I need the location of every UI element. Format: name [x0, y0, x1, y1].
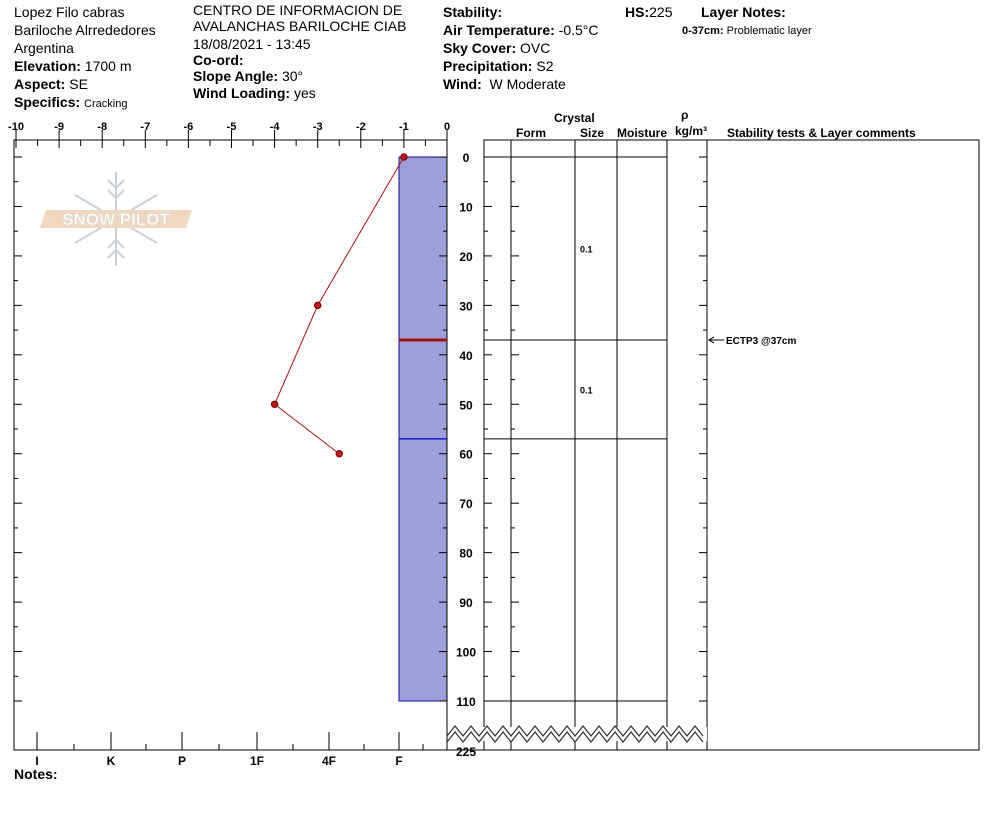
depth-label: 50 — [459, 398, 473, 412]
col-size: Size — [580, 126, 605, 140]
col-form: Form — [516, 126, 546, 140]
specifics-value: Cracking — [84, 98, 128, 110]
organization: CENTRO DE INFORMACION DE AVALANCHAS BARI… — [193, 2, 407, 34]
depth-label: 80 — [459, 547, 473, 561]
precip-label: Precipitation: — [443, 58, 533, 74]
sky-label: Sky Cover: — [443, 40, 517, 56]
sky-value: OVC — [520, 40, 551, 56]
layer-notes-label: Layer Notes: — [701, 4, 786, 20]
col-stability: Stability tests & Layer comments — [727, 126, 916, 140]
temp-tick-label: -1 — [399, 121, 409, 133]
precipitation: Precipitation: S2 — [443, 58, 553, 74]
specifics-label: Specifics: — [14, 94, 81, 110]
depth-break-zigzag — [446, 725, 704, 737]
temperature-point — [270, 400, 279, 408]
chart-frame — [13, 139, 448, 751]
aspect: Aspect: SE — [14, 76, 88, 92]
logo-text: SNOW PILOT — [62, 210, 170, 229]
country: Argentina — [14, 40, 74, 56]
depth-label: 40 — [459, 349, 473, 363]
specifics: Specifics: Cracking — [14, 94, 127, 112]
wind-value: W Moderate — [489, 76, 566, 92]
crystal-size: 0.1 — [580, 385, 593, 395]
temperature-point — [400, 153, 408, 161]
air-temperature: Air Temperature: -0.5°C — [443, 22, 599, 38]
col-rho: ρ — [681, 108, 689, 122]
depth-break-label: 225 — [456, 745, 476, 759]
temperature-point — [335, 450, 343, 458]
hs-label: HS: — [625, 4, 650, 20]
slope-value: 30° — [281, 68, 304, 84]
hardness-label: F — [395, 754, 402, 768]
hs-value: 225 — [649, 4, 673, 20]
temp-tick-label: -7 — [140, 121, 150, 133]
slope-angle: Slope Angle: 30° — [193, 68, 303, 84]
depth-label: 30 — [459, 299, 473, 313]
temp-tick-label: -10 — [8, 121, 24, 133]
hardness-label: I — [35, 754, 38, 768]
wind-loading-value: yes — [293, 85, 316, 101]
temperature-line — [273, 156, 405, 455]
datetime: 18/08/2021 - 13:45 — [193, 36, 311, 52]
depth-label: 110 — [456, 695, 476, 709]
precip-value: S2 — [536, 58, 554, 74]
snowpilot-logo: SNOW PILOT — [40, 172, 192, 266]
elevation: Elevation: 1700 m — [14, 58, 132, 74]
layer-note-text: Problematic layer — [726, 25, 812, 37]
location: Bariloche Alrrededores — [14, 22, 156, 38]
observer-name: Lopez Filo cabras — [14, 4, 125, 20]
hardness-label: K — [107, 754, 116, 768]
hardness-layer — [398, 438, 448, 702]
hs: HS:225 — [625, 4, 672, 20]
depth-label: 10 — [459, 200, 473, 214]
temp-tick-label: -9 — [54, 121, 64, 133]
sky-cover: Sky Cover: OVC — [443, 40, 550, 56]
arrow-icon — [708, 336, 715, 344]
col-moisture: Moisture — [617, 126, 668, 140]
wind-label: Wind: — [443, 76, 482, 92]
wind-loading-label: Wind Loading: — [193, 85, 291, 101]
depth-label: 20 — [459, 250, 473, 264]
temp-tick-label: 0 — [444, 121, 450, 133]
depth-label: 60 — [459, 448, 473, 462]
slope-label: Slope Angle: — [193, 68, 279, 84]
temp-tick-label: -6 — [184, 121, 194, 133]
stability-test-label: ECTP3 @37cm — [726, 336, 796, 347]
layer-table-frame — [483, 139, 980, 751]
crystal-size: 0.1 — [580, 244, 593, 254]
temperature-point — [314, 301, 322, 310]
aspect-label: Aspect: — [14, 76, 66, 92]
air-temp-label: Air Temperature: — [443, 22, 555, 38]
wind-loading: Wind Loading: yes — [193, 85, 316, 101]
temp-tick-label: -8 — [97, 121, 107, 133]
notes-label: Notes: — [14, 766, 58, 782]
col-density: kg/m³ — [675, 124, 708, 138]
temp-tick-label: -3 — [313, 121, 323, 133]
hardness-label: 4F — [322, 754, 336, 768]
elevation-value: 1700 m — [84, 58, 132, 74]
elevation-label: Elevation: — [14, 58, 81, 74]
depth-break-zigzag — [446, 731, 704, 743]
aspect-value: SE — [69, 76, 88, 92]
air-temp-value: -0.5°C — [558, 22, 599, 38]
col-crystal: Crystal — [554, 111, 595, 125]
wind: Wind: W Moderate — [443, 76, 566, 92]
temp-tick-label: -4 — [270, 121, 281, 133]
temp-tick-label: -2 — [356, 121, 366, 133]
depth-label: 90 — [459, 596, 473, 610]
depth-label: 100 — [456, 646, 476, 660]
hardness-label: 1F — [250, 754, 264, 768]
coord-label: Co-ord: — [193, 52, 244, 68]
chart-group: -10 -9 -8 -7 -6 -5 -4 -3 -2 -1 0010203040506070809… — [8, 121, 980, 768]
temp-tick-label: -5 — [227, 121, 237, 133]
hardness-label: P — [178, 754, 186, 768]
depth-label: 70 — [459, 497, 473, 511]
layer-note-range: 0-37cm: — [682, 25, 724, 37]
hardness-layer — [398, 156, 448, 341]
depth-label: 0 — [463, 151, 470, 165]
stability-label: Stability: — [443, 4, 503, 20]
layer-note: 0-37cm: Problematic layer — [682, 23, 812, 39]
